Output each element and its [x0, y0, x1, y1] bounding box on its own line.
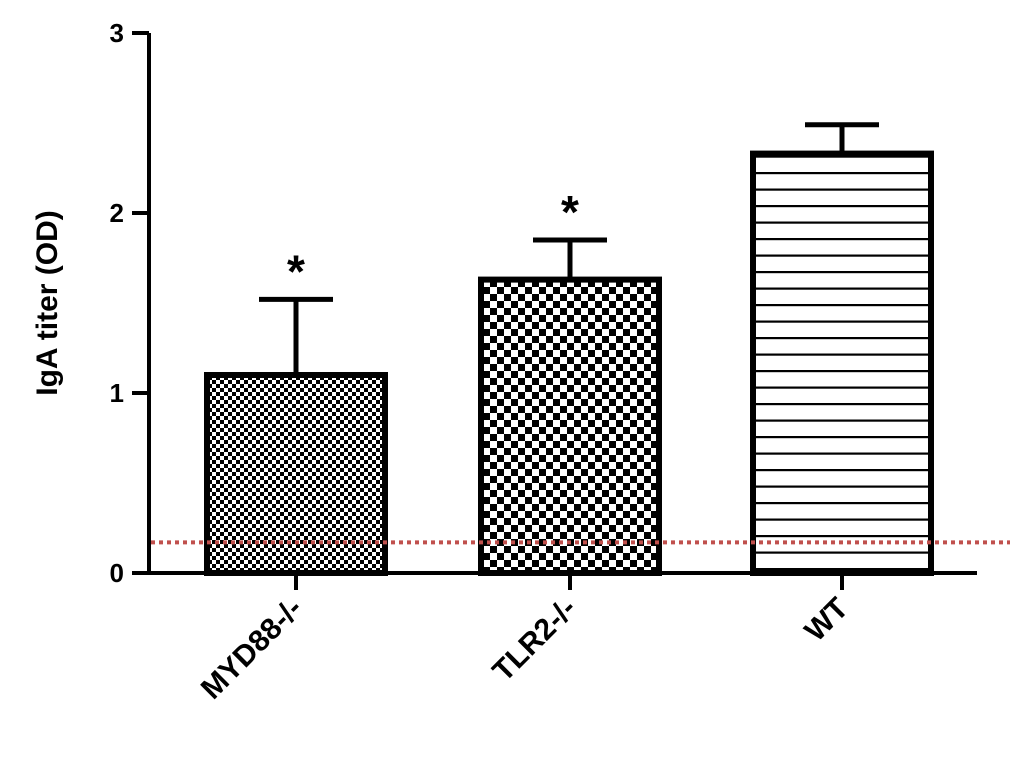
bar — [478, 276, 662, 576]
significance-marker: * — [287, 245, 305, 297]
x-category-label: TLR2-/- — [487, 592, 583, 688]
x-category-label: MYD88-/- — [195, 592, 309, 706]
bars: ** — [204, 122, 934, 576]
x-axis: MYD88-/- TLR2-/- WT — [147, 571, 977, 706]
y-ticks: 0 1 2 3 — [110, 18, 149, 588]
x-ticks: MYD88-/- TLR2-/- WT — [195, 573, 855, 706]
y-tick-label: 2 — [110, 198, 124, 228]
y-axis-title: IgA titer (OD) — [31, 210, 64, 396]
significance-marker: * — [561, 186, 579, 238]
bar — [204, 372, 388, 576]
y-tick-label: 1 — [110, 378, 124, 408]
x-category-label: WT — [799, 592, 855, 648]
bar — [750, 150, 934, 576]
y-axis: 0 1 2 3 — [110, 18, 151, 588]
y-tick-label: 0 — [110, 558, 124, 588]
y-tick-label: 3 — [110, 18, 124, 48]
